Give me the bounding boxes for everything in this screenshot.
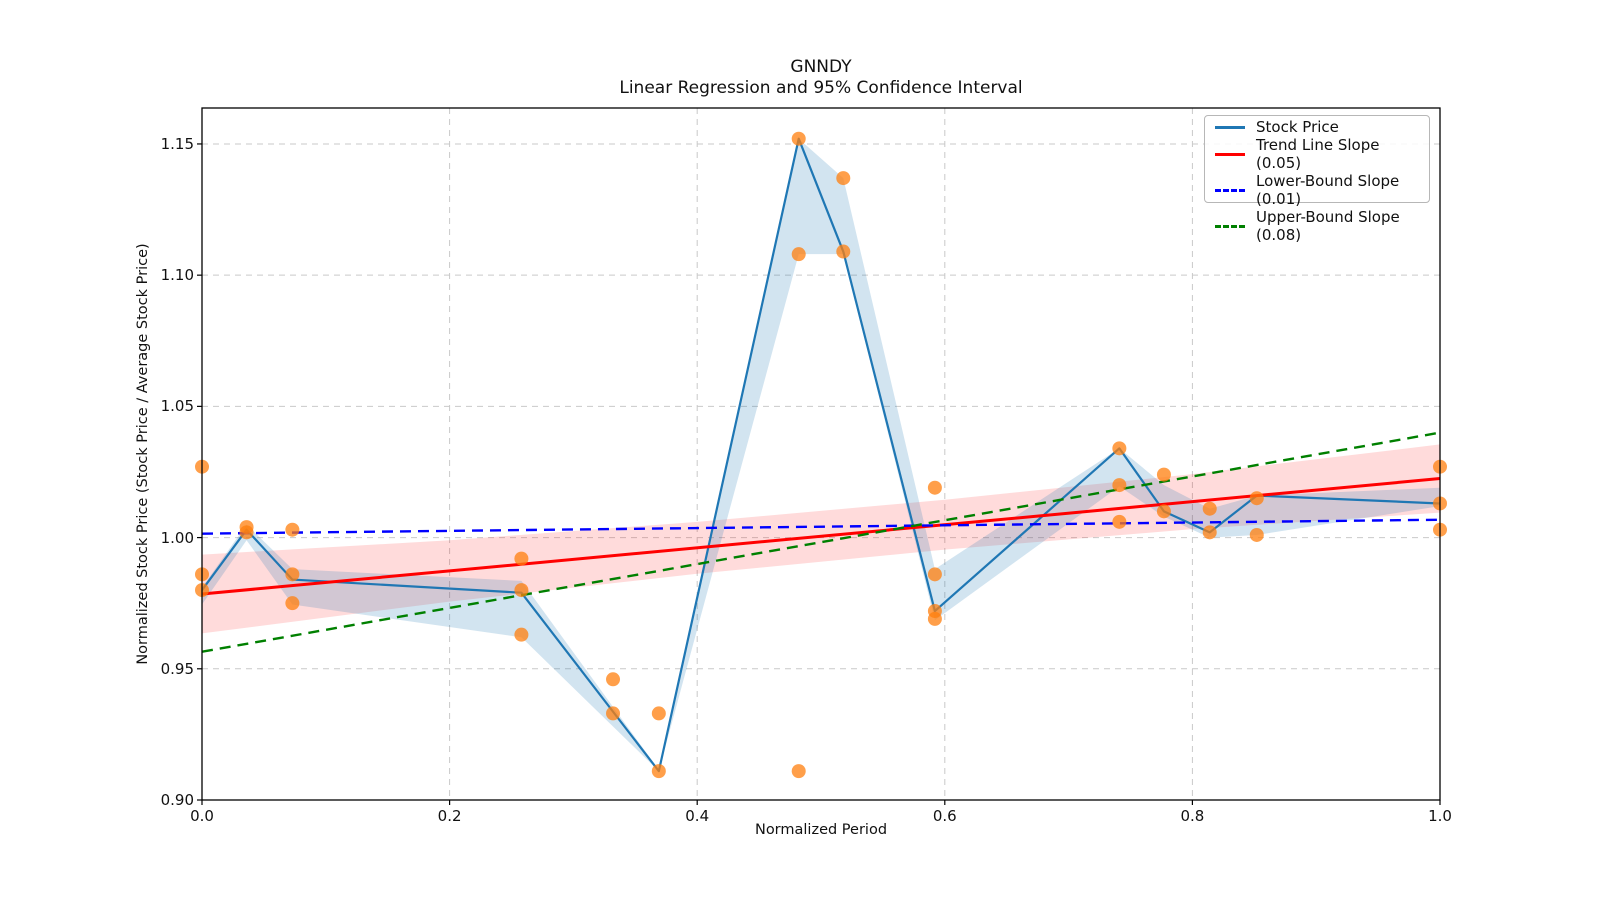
x-tick-label: 0.4 [685,807,710,825]
trend-line [202,477,1440,596]
legend-line-sample [1215,152,1245,156]
data-point [791,764,806,779]
lower-bound-line [202,518,1440,535]
y-tick-label: 1.10 [160,266,194,285]
legend-line-sample [1215,125,1245,129]
data-point [836,244,851,259]
legend-label: Stock Price [1256,118,1339,136]
data-point [1112,514,1127,529]
title-subtitle: Linear Regression and 95% Confidence Int… [619,78,1023,98]
data-point [606,706,621,721]
data-point [651,764,666,779]
legend-item: Trend Line Slope (0.05) [1215,136,1419,172]
data-point [606,672,621,687]
tick-marks [197,143,1441,805]
data-point [791,131,806,146]
x-tick-label: 0.0 [190,807,214,825]
legend-line-sample [1215,224,1245,228]
x-tick-label: 0.2 [437,807,462,825]
data-point [1112,441,1127,456]
data-point [1112,478,1127,493]
y-tick-label: 1.15 [160,134,194,153]
stock-price-band [202,138,1440,772]
legend-label: Trend Line Slope (0.05) [1256,136,1380,172]
confidence-band [202,444,1440,634]
x-axis-label: Normalized Period [754,822,888,838]
legend-item: Upper-Bound Slope (0.08) [1215,208,1419,244]
data-point [651,706,666,721]
data-point [285,596,300,611]
x-tick-label: 0.6 [932,807,957,825]
data-point [1156,467,1171,482]
data-point [1202,525,1217,540]
legend-item: Lower-Bound Slope (0.01) [1215,172,1419,208]
data-point [791,247,806,262]
data-point [285,522,300,537]
y-tick-label: 1.05 [160,397,194,416]
data-point [514,627,529,642]
upper-bound-line [202,431,1440,653]
x-tick-label: 1.0 [1428,807,1452,825]
legend-line-sample [1215,188,1245,192]
chart-title: GNNDY Linear Regression and 95% Confiden… [202,57,1440,99]
data-point [514,551,529,566]
data-point [1249,527,1264,542]
data-point [927,480,942,495]
legend-label: Lower-Bound Slope (0.01) [1256,172,1400,208]
data-point [927,567,942,582]
x-tick-label: 0.8 [1180,807,1205,825]
data-point [239,525,254,540]
data-point [1156,504,1171,519]
data-point [836,171,851,186]
data-point [514,583,529,598]
legend-label: Upper-Bound Slope (0.08) [1256,208,1400,244]
data-point [1202,501,1217,516]
y-tick-label: 0.90 [160,791,194,809]
y-tick-label: 0.95 [160,659,194,678]
y-tick-label: 1.00 [160,528,194,547]
title-ticker: GNNDY [790,57,852,77]
legend: Stock Price Trend Line Slope (0.05) Lower-… [1204,115,1430,244]
data-point [285,567,300,582]
plot-border [201,107,1441,801]
legend-item: Stock Price [1215,118,1419,136]
data-point [1249,491,1264,506]
data-point [927,611,942,626]
